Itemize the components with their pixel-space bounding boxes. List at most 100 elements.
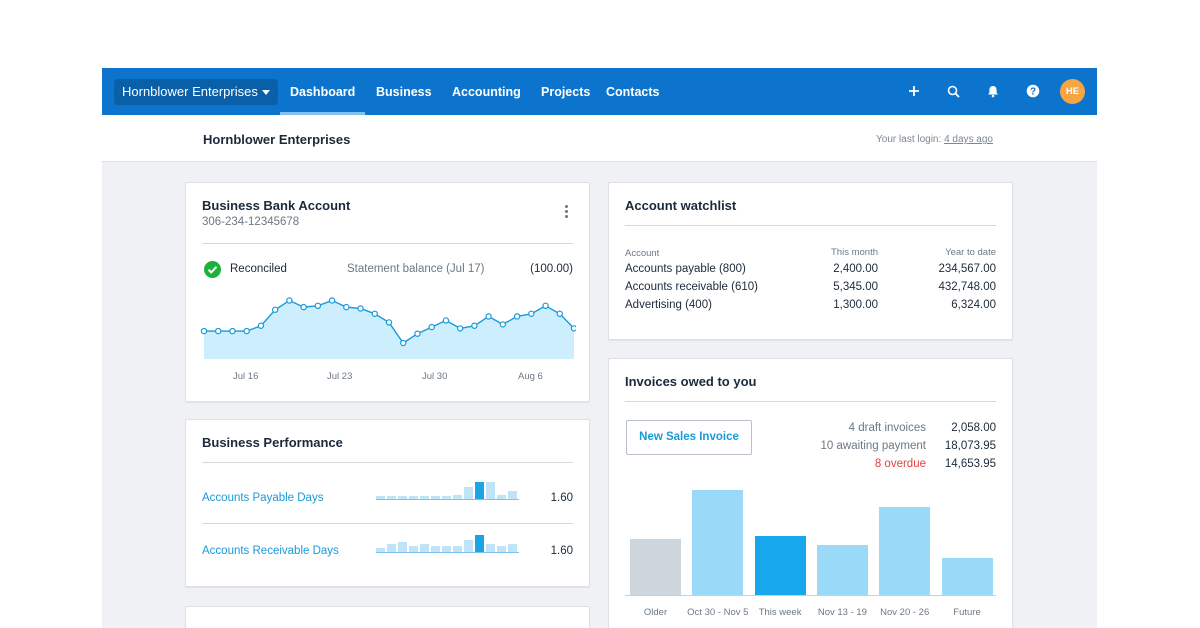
- overdue-value: 14,653.95: [944, 458, 996, 470]
- balance-point: [471, 322, 478, 329]
- tab-dashboard[interactable]: Dashboard: [279, 68, 366, 115]
- balance-point: [300, 303, 307, 311]
- receivable-days-value: 1.60: [550, 545, 573, 557]
- sparkline-bar: [442, 496, 451, 500]
- search-icon[interactable]: [942, 80, 964, 102]
- sparkline-bar: [387, 496, 396, 500]
- sparkline-bar: [497, 494, 506, 500]
- balance-point: [286, 297, 293, 304]
- accounts-receivable-days-link[interactable]: Accounts Receivable Days: [202, 545, 339, 557]
- payable-sparkline: [376, 482, 519, 500]
- sparkline-bar: [409, 545, 418, 553]
- ytd-value: 432,748.00: [938, 281, 996, 293]
- invoice-bar-label: This week: [758, 607, 802, 618]
- statement-value: (100.00): [530, 263, 573, 275]
- statement-label: Statement balance (Jul 17): [347, 263, 485, 275]
- caret-down-icon: [261, 90, 270, 96]
- x-tick: Jul 16: [233, 371, 259, 382]
- invoice-bar[interactable]: [754, 536, 806, 595]
- tab-business[interactable]: Business: [376, 85, 432, 99]
- tab-accounting[interactable]: Accounting: [452, 85, 521, 99]
- invoice-bar-label: Older: [643, 607, 668, 618]
- account-name: Accounts receivable (610): [625, 281, 758, 293]
- sparkline-bar: [475, 535, 484, 553]
- balance-point: [442, 317, 450, 324]
- balance-point: [215, 327, 222, 335]
- this-month-value: 5,345.00: [833, 281, 878, 293]
- app-frame: Hornblower Enterprises Dashboard Busines…: [102, 68, 1097, 628]
- bank-account-card: Business Bank Account 306-234-12345678 R…: [185, 182, 590, 402]
- avatar[interactable]: HE: [1060, 79, 1085, 104]
- sparkline-bar: [387, 544, 396, 553]
- bank-card-title: Business Bank Account: [202, 198, 351, 213]
- balance-point: [343, 303, 350, 311]
- invoice-bar[interactable]: [941, 557, 993, 595]
- sparkline-bar: [398, 496, 407, 500]
- org-switcher[interactable]: Hornblower Enterprises: [114, 79, 278, 105]
- balance-point: [328, 297, 336, 304]
- draft-invoices-link[interactable]: 4 draft invoices: [848, 422, 926, 434]
- account-name: Accounts payable (800): [625, 263, 746, 275]
- tab-projects[interactable]: Projects: [541, 85, 591, 99]
- column-header-account: Account: [625, 248, 660, 259]
- awaiting-payment-value: 18,073.95: [944, 440, 996, 452]
- watchlist-card-title: Account watchlist: [625, 198, 737, 213]
- org-header: Hornblower Enterprises Your last login: …: [102, 115, 1097, 162]
- sparkline-bar: [431, 545, 440, 553]
- accounts-payable-days-link[interactable]: Accounts Payable Days: [202, 492, 324, 504]
- partial-card: [185, 606, 590, 628]
- business-performance-card: Business Performance Accounts Payable Da…: [185, 419, 590, 587]
- invoices-chart: Older Oct 30 - Nov 5 This week Nov 13 - 19 N…: [609, 359, 1014, 628]
- overdue-link[interactable]: 8 overdue: [874, 458, 926, 470]
- divider: [625, 401, 996, 402]
- column-header-ytd: Year to date: [945, 247, 996, 258]
- plus-icon[interactable]: [903, 80, 925, 102]
- column-header-this-month: This month: [831, 247, 878, 258]
- invoice-bar[interactable]: [630, 539, 681, 595]
- balance-point: [229, 327, 236, 335]
- invoice-bar-label: Nov 20 - 26: [880, 607, 930, 618]
- sparkline-bar: [453, 494, 462, 500]
- help-icon[interactable]: ?: [1022, 80, 1044, 102]
- balance-point: [570, 325, 576, 332]
- sparkline-bar: [398, 542, 407, 553]
- invoice-bar[interactable]: [692, 490, 744, 595]
- invoices-card-title: Invoices owed to you: [625, 374, 757, 389]
- new-sales-invoice-button[interactable]: New Sales Invoice: [626, 420, 752, 455]
- invoice-bar[interactable]: [879, 507, 931, 595]
- divider: [202, 462, 573, 463]
- table-row[interactable]: Accounts receivable (610) 5,345.00 432,7…: [625, 281, 996, 293]
- balance-point: [414, 330, 421, 337]
- table-row[interactable]: Advertising (400) 1,300.00 6,324.00: [625, 299, 996, 311]
- balance-point: [257, 322, 265, 329]
- awaiting-payment-link[interactable]: 10 awaiting payment: [820, 440, 926, 452]
- x-tick: Jul 23: [327, 371, 353, 382]
- account-number: 306-234-12345678: [202, 216, 300, 228]
- tab-contacts[interactable]: Contacts: [606, 85, 660, 99]
- balance-point: [485, 313, 492, 320]
- balance-point: [243, 327, 250, 335]
- more-options-icon[interactable]: [565, 205, 568, 220]
- bell-icon[interactable]: [982, 80, 1004, 102]
- divider: [625, 225, 996, 226]
- balance-point: [400, 339, 407, 347]
- account-watchlist-card: Account watchlist Account This month Yea…: [608, 182, 1013, 340]
- balance-area: [204, 300, 574, 359]
- last-login-link[interactable]: 4 days ago: [944, 134, 993, 145]
- svg-text:?: ?: [1030, 87, 1036, 98]
- sparkline-bar: [376, 547, 385, 553]
- sparkline-bar: [420, 496, 429, 500]
- sparkline-bar: [376, 496, 385, 500]
- sparkline-bar: [508, 491, 517, 500]
- balance-point: [556, 310, 563, 317]
- table-row[interactable]: Accounts payable (800) 2,400.00 234,567.…: [625, 263, 996, 275]
- sparkline-baseline: [376, 552, 519, 553]
- account-name: Advertising (400): [625, 299, 712, 311]
- balance-point: [314, 302, 322, 309]
- x-tick: Jul 30: [422, 371, 448, 382]
- balance-point: [271, 306, 279, 313]
- invoice-bar[interactable]: [816, 544, 868, 595]
- org-switcher-label: Hornblower Enterprises: [122, 84, 258, 99]
- sparkline-bar: [497, 545, 506, 553]
- invoice-bar-label: Oct 30 - Nov 5: [687, 607, 749, 618]
